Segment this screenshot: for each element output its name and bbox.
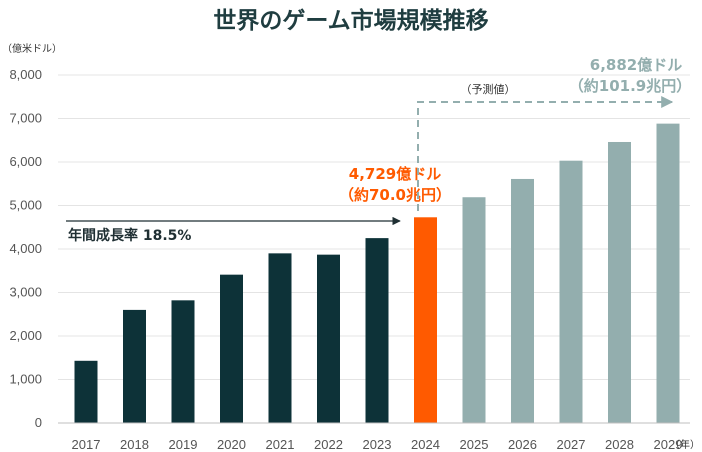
value-label-2029: 6,882億ドル: [590, 56, 682, 74]
bar-2020: [220, 274, 243, 423]
bar-2021: [268, 253, 292, 423]
y-tick-label: 6,000: [9, 154, 42, 169]
bar-2025: [462, 197, 486, 423]
x-tick-label: 2017: [72, 437, 101, 452]
y-axis-ticks: 0 1,000 2,000 3,000 4,000 5,000 6,000 7,000 8,00…: [9, 67, 42, 430]
x-tick-label: 2025: [460, 437, 489, 452]
cagr-label: 年間成長率 18.5%: [68, 227, 191, 244]
x-tick-label: 2024: [411, 437, 440, 452]
bar-2017: [74, 360, 98, 423]
chart-title: 世界のゲーム市場規模推移: [213, 7, 488, 34]
x-tick-label: 2029: [654, 437, 683, 452]
x-axis-unit-label: （年）: [670, 438, 700, 451]
x-tick-label: 2018: [120, 437, 149, 452]
x-tick-label: 2020: [217, 437, 246, 452]
y-tick-label: 5,000: [9, 198, 42, 213]
forecast-arrow: [417, 96, 674, 211]
x-tick-label: 2019: [169, 437, 198, 452]
x-tick-label: 2027: [557, 437, 586, 452]
y-tick-label: 1,000: [9, 372, 42, 387]
bar-2018: [123, 309, 146, 423]
x-tick-label: 2023: [363, 437, 392, 452]
bar-2027: [559, 160, 583, 423]
y-axis-unit-label: （億米ドル）: [2, 42, 62, 55]
bar-2024: [414, 217, 437, 423]
bar-2029: [656, 123, 680, 424]
bars: [74, 123, 680, 424]
y-tick-label: 4,000: [9, 241, 42, 256]
bar-2019: [171, 300, 195, 423]
forecast-label: （予測値）: [461, 82, 516, 96]
bar-2022: [317, 254, 340, 423]
x-axis-ticks: 2017 2018 2019 2020 2021 2022 2023 2024 2025 2026…: [72, 437, 683, 452]
y-tick-label: 8,000: [9, 67, 42, 82]
y-tick-label: 7,000: [9, 111, 42, 126]
bar-2023: [365, 238, 389, 423]
y-tick-label: 3,000: [9, 285, 42, 300]
yen-label-2024: （約70.0兆円）: [339, 186, 451, 204]
x-tick-label: 2021: [266, 437, 295, 452]
x-tick-label: 2028: [605, 437, 634, 452]
bar-2026: [511, 178, 534, 423]
yen-label-2029: （約101.9兆円）: [569, 77, 691, 95]
x-tick-label: 2022: [314, 437, 343, 452]
x-tick-label: 2026: [508, 437, 537, 452]
bar-2028: [608, 141, 631, 424]
y-tick-label: 0: [35, 415, 42, 430]
y-tick-label: 2,000: [9, 328, 42, 343]
value-label-2024: 4,729億ドル: [349, 165, 441, 183]
